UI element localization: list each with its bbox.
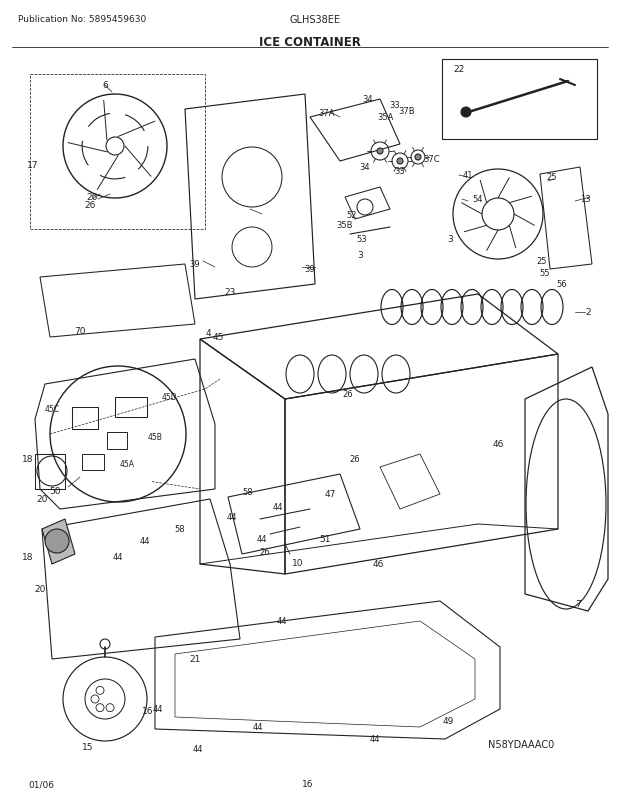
Text: 01/06: 01/06 — [28, 780, 54, 788]
Text: 6: 6 — [102, 80, 108, 89]
Text: 45A: 45A — [120, 460, 135, 469]
Text: 39: 39 — [190, 260, 200, 269]
Text: 34: 34 — [360, 164, 370, 172]
Text: 44: 44 — [153, 705, 163, 714]
Text: 26: 26 — [86, 193, 98, 202]
Bar — [82, 455, 104, 471]
Text: 15: 15 — [82, 743, 94, 751]
Text: 49: 49 — [442, 717, 454, 726]
Bar — [442, 60, 597, 140]
Text: 70: 70 — [74, 327, 86, 336]
Text: 13: 13 — [580, 195, 590, 205]
Circle shape — [415, 155, 421, 160]
Text: 52: 52 — [347, 210, 357, 219]
Text: 34: 34 — [363, 95, 373, 104]
Text: 16: 16 — [142, 707, 154, 715]
Text: 44: 44 — [257, 535, 267, 544]
Text: N58YDAAAC0: N58YDAAAC0 — [488, 739, 554, 749]
Bar — [115, 398, 147, 418]
Text: Publication No: 5895459630: Publication No: 5895459630 — [18, 15, 146, 25]
Circle shape — [45, 529, 69, 553]
Text: 10: 10 — [292, 559, 304, 568]
Text: 26: 26 — [350, 455, 360, 464]
Text: 45B: 45B — [148, 433, 163, 442]
Text: 50: 50 — [49, 487, 61, 496]
Text: 4: 4 — [205, 329, 211, 338]
Text: 41: 41 — [463, 170, 473, 180]
Text: 18: 18 — [22, 455, 33, 464]
Text: 54: 54 — [472, 195, 483, 205]
Text: 55: 55 — [540, 269, 551, 278]
Text: 37A: 37A — [318, 108, 335, 117]
Bar — [30, 75, 205, 229]
Text: 44: 44 — [277, 617, 287, 626]
Polygon shape — [42, 520, 75, 565]
Text: 20: 20 — [34, 585, 46, 593]
Bar — [72, 407, 98, 429]
Text: 53: 53 — [356, 235, 367, 244]
Text: 58: 58 — [242, 488, 254, 497]
Text: 46: 46 — [492, 440, 503, 449]
Text: 56: 56 — [557, 280, 567, 290]
Text: 44: 44 — [253, 723, 264, 731]
Text: GLHS38EE: GLHS38EE — [290, 15, 340, 25]
Text: 45C: 45C — [45, 405, 60, 414]
Text: 26: 26 — [84, 200, 95, 209]
Text: 25: 25 — [547, 173, 557, 182]
Text: 7: 7 — [575, 600, 581, 609]
Text: 44: 44 — [140, 537, 150, 546]
Text: 3: 3 — [447, 235, 453, 244]
Text: 44: 44 — [370, 735, 380, 743]
Text: ICE CONTAINER: ICE CONTAINER — [259, 35, 361, 48]
Text: 44: 44 — [113, 553, 123, 561]
Text: 22: 22 — [453, 64, 464, 74]
Text: 25: 25 — [537, 257, 547, 266]
Text: 16: 16 — [303, 780, 314, 788]
Text: 58: 58 — [175, 525, 185, 534]
Text: 21: 21 — [189, 654, 201, 664]
Circle shape — [377, 149, 383, 155]
Text: 2: 2 — [585, 308, 591, 317]
Text: 37C: 37C — [423, 156, 440, 164]
Text: 47: 47 — [324, 490, 335, 499]
Circle shape — [461, 107, 471, 118]
Text: 35A: 35A — [377, 113, 393, 123]
Text: 35B: 35B — [337, 221, 353, 229]
Text: 46: 46 — [373, 560, 384, 569]
Text: 44: 44 — [227, 512, 237, 522]
Text: 3: 3 — [357, 250, 363, 259]
Text: 33: 33 — [389, 100, 401, 109]
Text: 26: 26 — [343, 390, 353, 399]
Bar — [107, 432, 127, 449]
Text: 45D: 45D — [162, 393, 177, 402]
Text: 23: 23 — [224, 288, 236, 297]
Text: 39: 39 — [304, 265, 316, 274]
Text: 51: 51 — [319, 535, 330, 544]
Text: 26: 26 — [260, 548, 270, 557]
Text: 45: 45 — [212, 333, 224, 342]
Text: 18: 18 — [22, 553, 33, 561]
Circle shape — [397, 159, 403, 164]
Text: 44: 44 — [273, 503, 283, 512]
Text: 17: 17 — [27, 160, 38, 169]
Text: 37B: 37B — [399, 107, 415, 116]
Text: 33: 33 — [394, 168, 405, 176]
Text: 20: 20 — [37, 495, 48, 504]
Bar — [35, 455, 65, 489]
Text: 44: 44 — [193, 744, 203, 754]
